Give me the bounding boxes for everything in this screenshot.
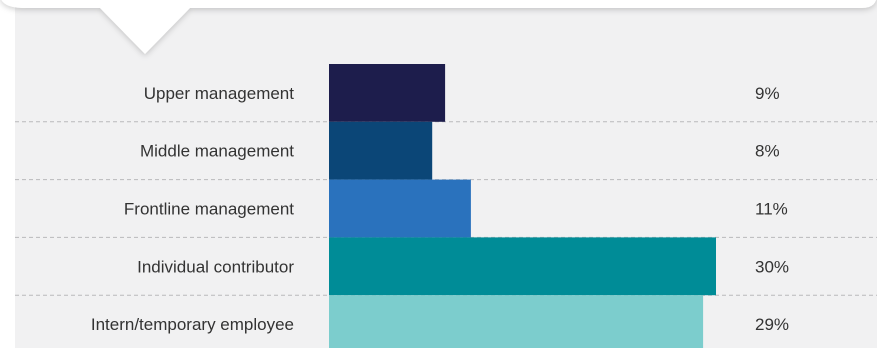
value-label: 8% <box>755 142 780 161</box>
bar-1 <box>329 64 446 122</box>
value-label: 29% <box>755 315 789 334</box>
callout-shape <box>1 0 877 54</box>
bar-5 <box>329 295 704 348</box>
value-label: 9% <box>755 84 780 103</box>
category-label: Upper management <box>144 84 295 103</box>
category-label: Middle management <box>140 142 294 161</box>
bar-4 <box>329 237 716 296</box>
category-label: Intern/temporary employee <box>91 315 294 334</box>
category-label: Frontline management <box>124 200 294 219</box>
bar-3 <box>329 179 471 238</box>
bar-2 <box>329 121 433 180</box>
category-label: Individual contributor <box>137 257 294 276</box>
value-label: 11% <box>755 200 788 219</box>
value-label: 30% <box>755 257 789 276</box>
